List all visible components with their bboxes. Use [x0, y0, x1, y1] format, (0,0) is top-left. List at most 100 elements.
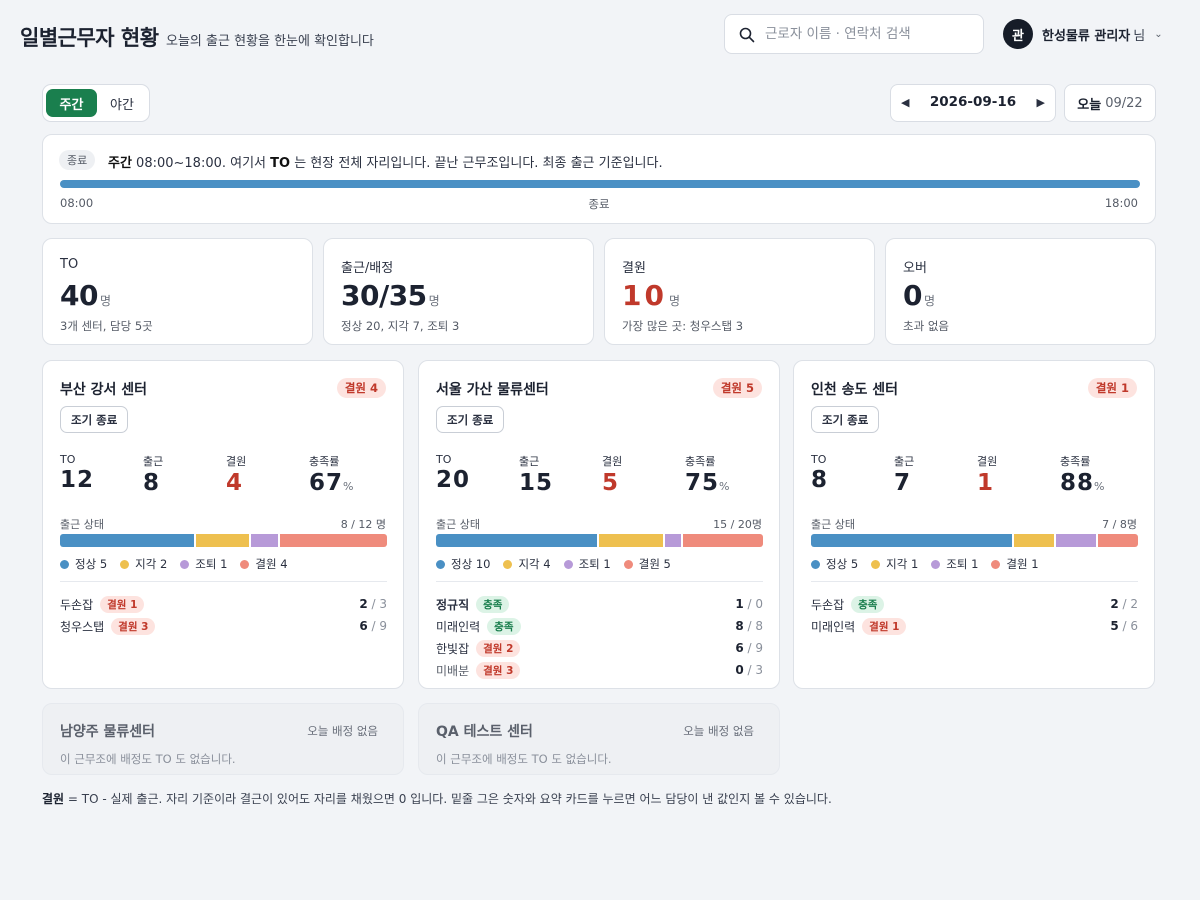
metric-short[interactable]: 결원 4 [226, 453, 306, 496]
legend-item-late: 지각 1 [871, 556, 918, 572]
metric-short[interactable]: 결원 1 [977, 453, 1057, 496]
partner-total: / 6 [1118, 619, 1139, 633]
partner-count[interactable]: 6 / 9 [735, 641, 763, 655]
legend-dot [436, 559, 445, 569]
date-navigator: ◀ 2026-09-16 ▶ [890, 84, 1056, 122]
partner-current: 1 [735, 597, 744, 611]
partner-count[interactable]: 2 / 3 [359, 597, 387, 611]
shift-description: 주간 08:00~18:00. 여기서 TO 는 현장 전체 자리입니다. 끝난… [108, 152, 663, 171]
partner-list: 두손잡 결원 1 2 / 3 청우스탭 결원 3 6 / 9 [60, 593, 387, 637]
tab-night-shift[interactable]: 야간 [110, 97, 134, 113]
partner-count[interactable]: 5 / 6 [1110, 619, 1138, 633]
partner-total: / 0 [743, 597, 764, 611]
legend-item-absent: 결원 1 [991, 556, 1039, 572]
partner-row[interactable]: 한빛잡 결원 2 6 / 9 [436, 637, 763, 659]
to-term: TO [270, 156, 291, 171]
summary-card-shortage[interactable]: 결원 10 명 가장 많은 곳: 청우스탭 3 [604, 238, 875, 345]
partner-row[interactable]: 청우스탭 결원 3 6 / 9 [60, 615, 387, 637]
metric-label: TO [436, 453, 452, 466]
legend-label: 정상 10 [451, 557, 491, 571]
summary-card-to[interactable]: TO 40 명 3개 센터, 담당 5곳 [42, 238, 313, 345]
partner-row[interactable]: 정규직 충족 1 / 0 [436, 593, 763, 615]
percent-unit: % [1094, 480, 1105, 493]
avatar: 관 [1003, 19, 1033, 49]
partner-count[interactable]: 1 / 0 [735, 597, 763, 611]
legend-dot [240, 559, 250, 569]
early-finish-button[interactable]: 조기 종료 [60, 406, 129, 433]
metric-short[interactable]: 결원 5 [602, 453, 682, 496]
search-input[interactable] [765, 23, 975, 45]
metric-label: 결원 [977, 455, 998, 468]
partner-status-badge: 결원 3 [111, 617, 156, 635]
shift-status-tag: 종료 [59, 150, 96, 170]
search-box[interactable] [724, 14, 984, 54]
partner-count[interactable]: 8 / 8 [735, 619, 763, 633]
legend-label: 조퇴 1 [946, 557, 979, 571]
partner-name: 두손잡 [811, 597, 845, 612]
center-card: 부산 강서 센터 결원 4 조기 종료 TO 12 출근 8 결원 4 충족률 67% 출근 상태 8 … [42, 360, 404, 689]
partner-count[interactable]: 6 / 9 [359, 619, 387, 633]
attendance-segment-late [195, 534, 250, 547]
stat-number: 10 [622, 279, 667, 312]
metric-label: TO [811, 453, 827, 466]
metric-value: 8 [143, 470, 223, 496]
attendance-bar [436, 534, 763, 547]
partner-current: 0 [735, 663, 744, 677]
partner-status-badge: 결원 1 [100, 595, 145, 613]
attendance-segment-absent [682, 534, 763, 547]
next-date-icon[interactable]: ▶ [1036, 96, 1045, 109]
page-subtitle: 오늘의 출근 현황을 한눈에 확인합니다 [166, 34, 374, 49]
timeline-start: 08:00 [60, 196, 94, 210]
partner-list: 두손잡 충족 2 / 2 미래인력 결원 1 5 / 6 [811, 593, 1138, 637]
attendance-segment-early [1055, 534, 1096, 547]
metric-out[interactable]: 출근 7 [894, 453, 974, 496]
partner-name: 미래인력 [436, 619, 481, 634]
metric-number: 8 [811, 467, 829, 493]
center-name: 인천 송도 센터 [811, 382, 899, 398]
user-menu[interactable]: 관 한성물류 관리자 님 ⌄ [1003, 19, 1163, 49]
metric-label: 결원 [226, 455, 247, 468]
partner-row[interactable]: 미래인력 결원 1 5 / 6 [811, 615, 1138, 637]
partner-count[interactable]: 2 / 2 [1110, 597, 1138, 611]
tab-day-shift[interactable]: 주간 [46, 89, 97, 117]
legend-dot [503, 559, 513, 569]
divider [60, 581, 387, 582]
timeline-status: 종료 [588, 197, 610, 211]
metric-out[interactable]: 출근 15 [519, 453, 599, 496]
partner-row[interactable]: 두손잡 충족 2 / 2 [811, 593, 1138, 615]
center-card: 서울 가산 물류센터 결원 5 조기 종료 TO 20 출근 15 결원 5 충족률 75% 출근 상… [418, 360, 780, 689]
prev-date-icon[interactable]: ◀ [901, 96, 910, 109]
attendance-segment-normal [436, 534, 597, 547]
partner-status-badge: 충족 [476, 595, 510, 613]
attendance-label: 출근 상태 [60, 518, 104, 531]
attendance-legend: 정상 5 지각 1 조퇴 1 결원 1 [811, 556, 1052, 572]
attendance-bar [60, 534, 387, 547]
legend-label: 지각 2 [135, 557, 168, 571]
partner-count[interactable]: 0 / 3 [735, 663, 763, 677]
current-date[interactable]: 2026-09-16 [929, 94, 1017, 110]
metric-label: 출근 [143, 455, 164, 468]
early-finish-button[interactable]: 조기 종료 [436, 406, 505, 433]
metric-label: 충족률 [685, 455, 716, 468]
center-card: 인천 송도 센터 결원 1 조기 종료 TO 8 출근 7 결원 1 충족률 88% 출근 상태 7 /… [793, 360, 1155, 689]
shortage-badge: 결원 1 [1087, 378, 1137, 398]
metric-value: 15 [519, 470, 599, 496]
partner-row[interactable]: 미래인력 충족 8 / 8 [436, 615, 763, 637]
empty-center-name: 남양주 물류센터 [60, 724, 156, 740]
metric-out[interactable]: 출근 8 [143, 453, 223, 496]
attendance-segment-normal [60, 534, 194, 547]
summary-card-attendance[interactable]: 출근/배정 30/35 명 정상 20, 지각 7, 조퇴 3 [323, 238, 594, 345]
center-name: 서울 가산 물류센터 [436, 382, 549, 398]
stat-label: TO [60, 257, 79, 272]
legend-item-late: 지각 2 [120, 556, 167, 572]
early-finish-button[interactable]: 조기 종료 [811, 406, 880, 433]
metric-rate: 충족률 75% [685, 453, 765, 496]
partner-name: 한빛잡 [436, 641, 470, 656]
partner-row[interactable]: 두손잡 결원 1 2 / 3 [60, 593, 387, 615]
metric-value: 5 [602, 470, 682, 496]
partner-row[interactable]: 미배분 결원 3 0 / 3 [436, 659, 763, 681]
attendance-bar [811, 534, 1138, 547]
today-button[interactable]: 오늘 09/22 [1064, 84, 1156, 122]
legend-label: 조퇴 1 [578, 557, 611, 571]
